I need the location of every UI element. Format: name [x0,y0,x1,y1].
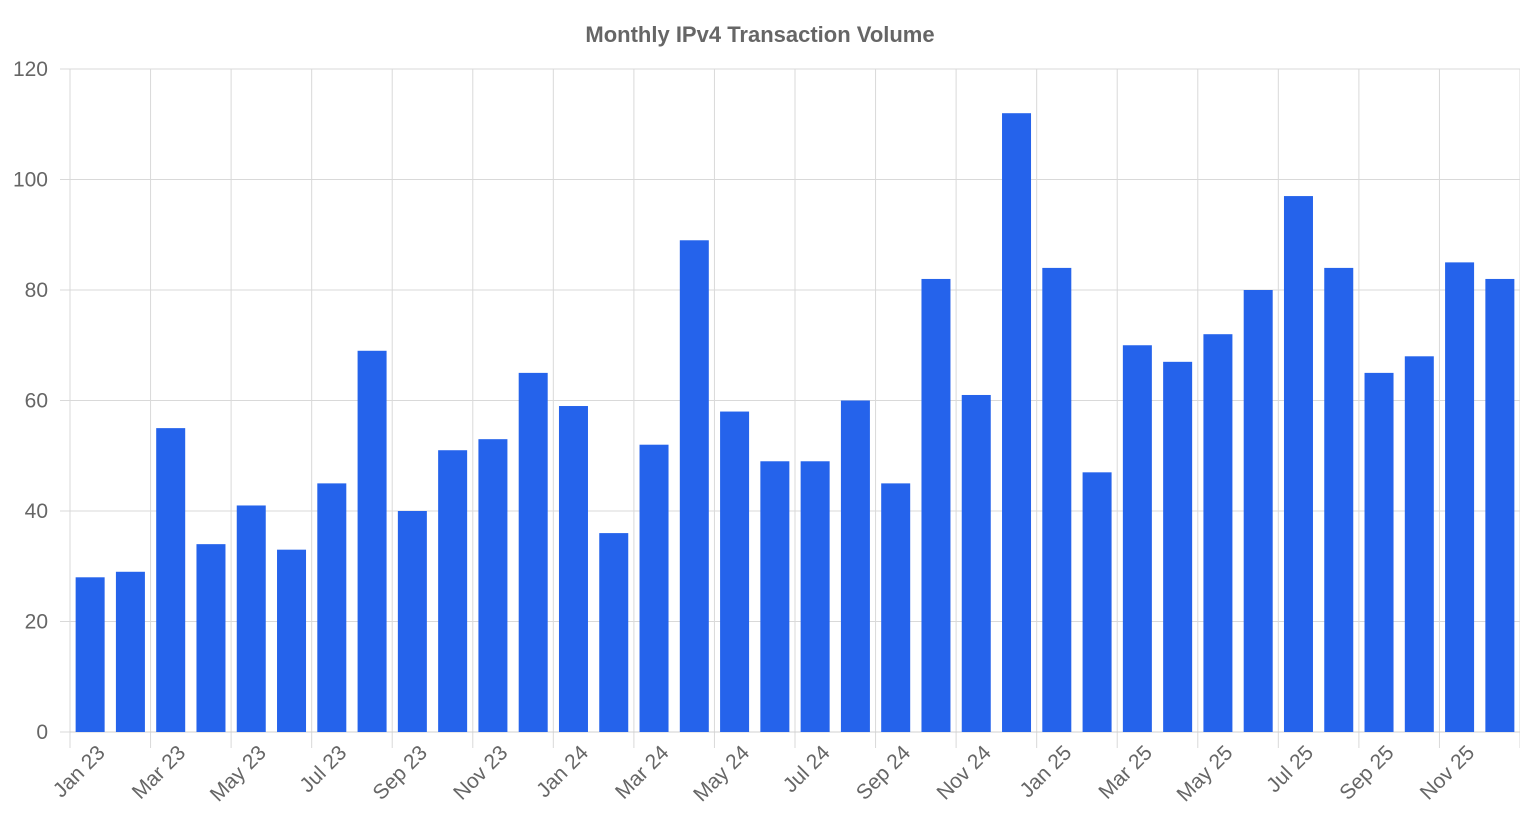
y-tick-label: 100 [13,169,48,192]
bar [720,411,750,732]
bar [1243,290,1273,732]
x-tick-label: Sep 25 [1335,741,1398,804]
bar [196,544,226,732]
bar [679,240,709,732]
x-tick-label: Jan 25 [1015,741,1076,802]
x-tick-label: Mar 24 [611,741,674,804]
bar [961,394,991,732]
x-tick-label: Mar 25 [1094,741,1156,803]
y-tick-label: 0 [36,721,48,744]
x-axis-ticks: Jan 23 Mar 23 May 23 Jul 23 Sep 23 Nov 23 Jan … [49,741,1479,806]
bar [800,461,830,732]
bar [397,511,427,732]
x-tick-label: Nov 23 [449,741,512,804]
x-tick-label: Jul 23 [295,741,351,797]
x-tick-label: Jul 24 [779,741,835,797]
bar [438,450,468,732]
bar [1122,345,1152,732]
bar [1163,361,1193,732]
x-tick-label: May 25 [1172,741,1237,806]
chart-title: Monthly IPv4 Transaction Volume [585,22,934,47]
bar [558,406,588,732]
bar [599,533,629,732]
bar [1082,472,1112,732]
bar [881,483,911,732]
bar [1203,334,1233,732]
bar [1324,267,1354,732]
y-tick-label: 40 [25,500,48,523]
bar [317,483,347,732]
bars [75,113,1515,732]
bar [921,278,951,732]
bar [357,350,387,732]
x-tick-label: Jul 25 [1262,741,1318,797]
bar [478,439,508,732]
bar [115,571,145,732]
bar [1364,372,1394,732]
grid-lines [60,68,1520,748]
bar [1042,267,1072,732]
x-tick-label: May 24 [689,741,754,806]
bar [277,549,307,732]
bar [639,444,669,732]
bar [156,428,186,732]
y-tick-label: 60 [25,390,48,413]
bar [760,461,790,732]
y-axis-ticks: 0 20 40 60 80 100 120 [13,58,48,744]
x-tick-label: Mar 23 [128,741,190,803]
x-tick-label: Nov 24 [932,741,996,805]
bar [1445,262,1475,732]
y-tick-label: 20 [25,611,48,634]
y-tick-label: 120 [13,58,48,81]
x-tick-label: Sep 24 [852,741,916,805]
bar [75,577,105,732]
bar [1485,278,1515,732]
bar [1283,196,1313,732]
bar [1404,356,1434,732]
x-tick-label: May 23 [206,741,271,806]
x-tick-label: Jan 24 [532,741,593,802]
bar [1002,113,1032,732]
bar [236,505,266,732]
x-tick-label: Jan 23 [49,741,110,802]
bar [518,372,548,732]
bar [840,400,870,732]
y-tick-label: 80 [25,279,48,302]
x-tick-label: Nov 25 [1416,741,1479,804]
x-tick-label: Sep 23 [369,741,432,804]
